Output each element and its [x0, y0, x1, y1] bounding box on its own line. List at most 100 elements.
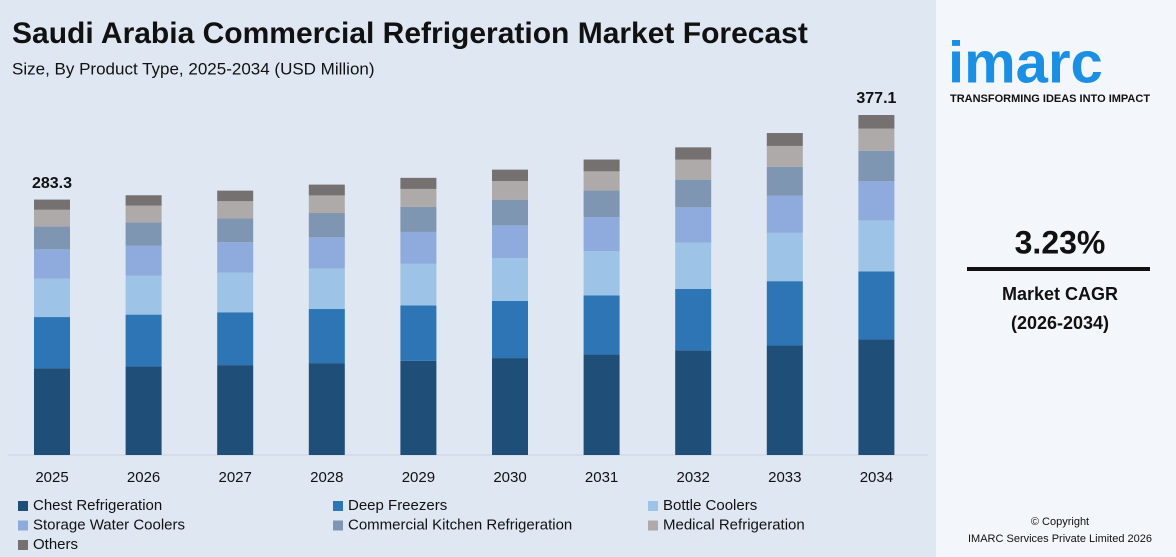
legend-label: Commercial Kitchen Refrigeration — [348, 516, 572, 533]
bar-segment — [125, 205, 162, 223]
bar-segment — [583, 159, 620, 172]
bar-segment — [675, 288, 712, 351]
bar-segment — [34, 249, 70, 279]
bar-segment — [400, 231, 437, 264]
bar-segment — [766, 195, 803, 233]
bar-segment — [308, 309, 345, 364]
bar-segment — [217, 190, 254, 202]
bar-segment — [34, 317, 70, 369]
bar-segment — [400, 188, 437, 207]
bar-segment — [492, 181, 528, 200]
cagr-period: (2026-2034) — [1011, 313, 1109, 333]
legend-swatch — [18, 520, 28, 531]
bar-segment — [583, 295, 620, 355]
bar-segment — [492, 169, 528, 182]
legend-swatch — [18, 501, 28, 511]
bar-segment — [858, 128, 895, 151]
x-tick-label: 2027 — [219, 469, 252, 486]
bar-segment — [400, 360, 437, 455]
bar-segment — [308, 363, 345, 455]
legend-label: Others — [33, 536, 78, 553]
legend-label: Deep Freezers — [348, 497, 447, 514]
bar-segment — [766, 145, 803, 167]
x-tick-label: 2031 — [585, 469, 618, 486]
bar-segment — [858, 181, 895, 221]
bar-segment — [217, 272, 254, 313]
bar-segment — [766, 345, 803, 455]
bar-segment — [766, 166, 803, 196]
tagline: TRANSFORMING IDEAS INTO IMPACT — [950, 93, 1150, 105]
x-tick-label: 2028 — [310, 469, 343, 486]
bar-segment — [217, 312, 254, 366]
bar-segment — [217, 242, 254, 273]
bar-segment — [217, 365, 254, 455]
bar-segment — [583, 171, 620, 191]
legend-swatch — [333, 501, 343, 511]
bar-segment — [583, 190, 620, 218]
bar-segment — [125, 195, 162, 206]
bar-segment — [400, 305, 437, 361]
bar-segment — [858, 150, 895, 182]
bar-segment — [34, 199, 70, 210]
bar-segment — [766, 232, 803, 282]
x-tick-label: 2029 — [402, 469, 435, 486]
bar-segment — [492, 225, 528, 259]
bar-segment — [308, 237, 345, 269]
bar-segment — [492, 301, 528, 359]
bar-segment — [308, 184, 345, 196]
chart-subtitle: Size, By Product Type, 2025-2034 (USD Mi… — [12, 59, 375, 78]
bar-segment — [675, 350, 712, 455]
bar-segment — [583, 217, 620, 252]
legend-swatch — [648, 520, 658, 531]
bar-segment — [308, 268, 345, 310]
legend-label: Medical Refrigeration — [663, 516, 805, 533]
legend-swatch — [648, 501, 658, 511]
bar-segment — [858, 339, 895, 455]
logo: imarc — [948, 30, 1103, 95]
bar-segment — [492, 199, 528, 226]
legend-swatch — [333, 520, 343, 531]
bar-segment — [125, 366, 162, 455]
bar-segment — [217, 218, 254, 243]
cagr-label: Market CAGR — [1002, 284, 1118, 304]
bar-segment — [125, 222, 162, 246]
bar-segment — [34, 209, 70, 227]
bar-segment — [400, 177, 437, 189]
bar-segment — [675, 179, 712, 208]
bar-segment — [583, 354, 620, 455]
legend-label: Storage Water Coolers — [33, 516, 185, 533]
legend-swatch — [18, 540, 28, 550]
bar-segment — [858, 115, 895, 129]
x-tick-label: 2025 — [35, 469, 68, 486]
x-tick-label: 2033 — [768, 469, 801, 486]
bar-segment — [675, 147, 712, 160]
bar-segment — [308, 195, 345, 214]
sidebar-background — [936, 0, 1176, 557]
bar-segment — [34, 278, 70, 318]
total-label: 377.1 — [856, 90, 896, 107]
company: IMARC Services Private Limited 2026 — [968, 533, 1152, 545]
bar-segment — [766, 281, 803, 346]
bar-segment — [675, 242, 712, 289]
bar-segment — [492, 358, 528, 455]
bar-segment — [492, 258, 528, 302]
bar-segment — [858, 271, 895, 340]
bar-segment — [34, 368, 70, 455]
bar-segment — [583, 251, 620, 296]
bar-segment — [400, 206, 437, 232]
bar-segment — [217, 201, 254, 219]
bar-segment — [125, 245, 162, 276]
bar-segment — [400, 263, 437, 306]
bar-segment — [858, 220, 895, 272]
bar-segment — [34, 226, 70, 250]
copyright: © Copyright — [1031, 516, 1089, 528]
total-label: 283.3 — [32, 175, 72, 192]
bar-segment — [125, 314, 162, 367]
bar-segment — [308, 213, 345, 238]
bar-segment — [125, 275, 162, 315]
bar-segment — [675, 207, 712, 243]
cagr-value: 3.23% — [1015, 224, 1106, 260]
legend-label: Bottle Coolers — [663, 497, 757, 514]
